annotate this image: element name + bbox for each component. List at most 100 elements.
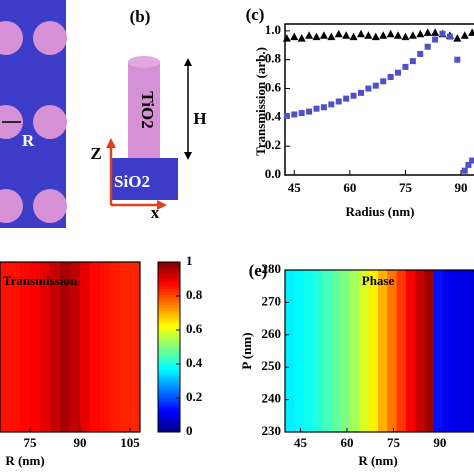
point	[334, 29, 343, 38]
colorbar-step	[158, 304, 180, 308]
y-axis-label: Transmission (arb.)	[253, 47, 268, 156]
colorbar-step	[158, 394, 180, 398]
colorbar-step	[158, 360, 180, 364]
point	[357, 89, 364, 96]
colorbar-step	[158, 299, 180, 303]
colorbar-step	[158, 347, 180, 351]
colorbar-step	[158, 331, 180, 335]
x-tick-label: 60	[340, 435, 353, 450]
cell	[70, 262, 81, 432]
height-label: H	[193, 109, 206, 128]
point	[423, 28, 432, 36]
pillar-label: TiO2	[138, 91, 157, 128]
y-tick-label: 0.8	[265, 51, 282, 66]
cell	[50, 262, 61, 432]
colorbar-step	[158, 320, 180, 324]
point	[335, 98, 342, 105]
pillar-top	[0, 21, 23, 55]
plot-frame	[0, 261, 141, 433]
x-tick-label: 75	[24, 435, 38, 450]
pillar-top	[33, 105, 67, 139]
point	[380, 78, 387, 85]
x-head	[157, 200, 167, 210]
pillar-top	[0, 189, 23, 223]
cell	[130, 262, 141, 432]
cell	[424, 270, 435, 432]
cell	[415, 270, 425, 432]
x-tick-label: 90	[433, 435, 446, 450]
x-axis-label: Radius (nm)	[346, 204, 415, 219]
cell	[60, 262, 71, 432]
x-axis-label: R (nm)	[5, 453, 44, 468]
y-tick-label: 0.0	[265, 166, 281, 181]
colorbar-step	[158, 288, 180, 292]
point	[468, 28, 474, 36]
colorbar-step	[158, 424, 180, 428]
colorbar-step	[158, 267, 180, 271]
cell	[20, 262, 31, 432]
cell	[433, 270, 444, 432]
cell	[90, 262, 101, 432]
y-tick-label: 280	[262, 261, 282, 276]
point	[320, 104, 327, 111]
x-tick-label: 90	[455, 180, 468, 195]
colorbar-step	[158, 357, 180, 361]
point	[319, 31, 328, 39]
point	[402, 63, 409, 70]
colorbar-step	[158, 317, 180, 321]
cell	[322, 270, 332, 432]
y-tick-label: 230	[262, 423, 282, 438]
colorbar-step	[158, 408, 180, 412]
colorbar-step	[158, 264, 180, 268]
point	[395, 69, 402, 76]
cell	[331, 270, 342, 432]
colorbar-step	[158, 421, 180, 425]
cell	[368, 270, 379, 432]
point	[465, 161, 472, 168]
point	[342, 31, 351, 39]
x-tick-label: 45	[294, 435, 308, 450]
y-tick-label: 1.0	[265, 22, 281, 37]
colorbar-step	[158, 333, 180, 337]
point	[408, 31, 417, 39]
colorbar-step	[158, 262, 180, 266]
point	[343, 95, 350, 102]
x-axis-label: R (nm)	[358, 453, 397, 468]
point	[432, 36, 439, 43]
point	[469, 157, 474, 164]
colorbar-label: 0.8	[186, 287, 203, 302]
point	[364, 31, 373, 39]
cell	[396, 270, 407, 432]
cell	[40, 262, 51, 432]
colorbar-step	[158, 410, 180, 414]
colorbar-step	[158, 325, 180, 329]
x-tick-label: 60	[343, 180, 356, 195]
plot-frame	[284, 23, 474, 176]
point	[305, 31, 314, 39]
colorbar-step	[158, 378, 180, 383]
point	[453, 34, 462, 42]
point	[387, 74, 394, 80]
point	[371, 32, 380, 41]
plot-frame	[284, 269, 474, 433]
colorbar-step	[158, 402, 180, 406]
colorbar-step	[158, 285, 180, 290]
colorbar-step	[158, 392, 180, 396]
colorbar-step	[158, 354, 180, 359]
point	[431, 28, 440, 36]
colorbar-step	[158, 397, 180, 401]
point	[356, 29, 365, 38]
colorbar-step	[158, 309, 180, 313]
point	[328, 101, 335, 108]
cell	[10, 262, 21, 432]
pillar-top	[33, 189, 67, 223]
point	[297, 34, 306, 42]
colorbar-step	[158, 368, 180, 372]
point	[283, 112, 290, 119]
point	[394, 31, 403, 39]
colorbar-step	[158, 381, 180, 385]
panel-label: (e)	[249, 261, 268, 280]
colorbar-step	[158, 296, 180, 300]
point	[417, 50, 424, 57]
y-tick-label: 0.4	[265, 108, 282, 123]
